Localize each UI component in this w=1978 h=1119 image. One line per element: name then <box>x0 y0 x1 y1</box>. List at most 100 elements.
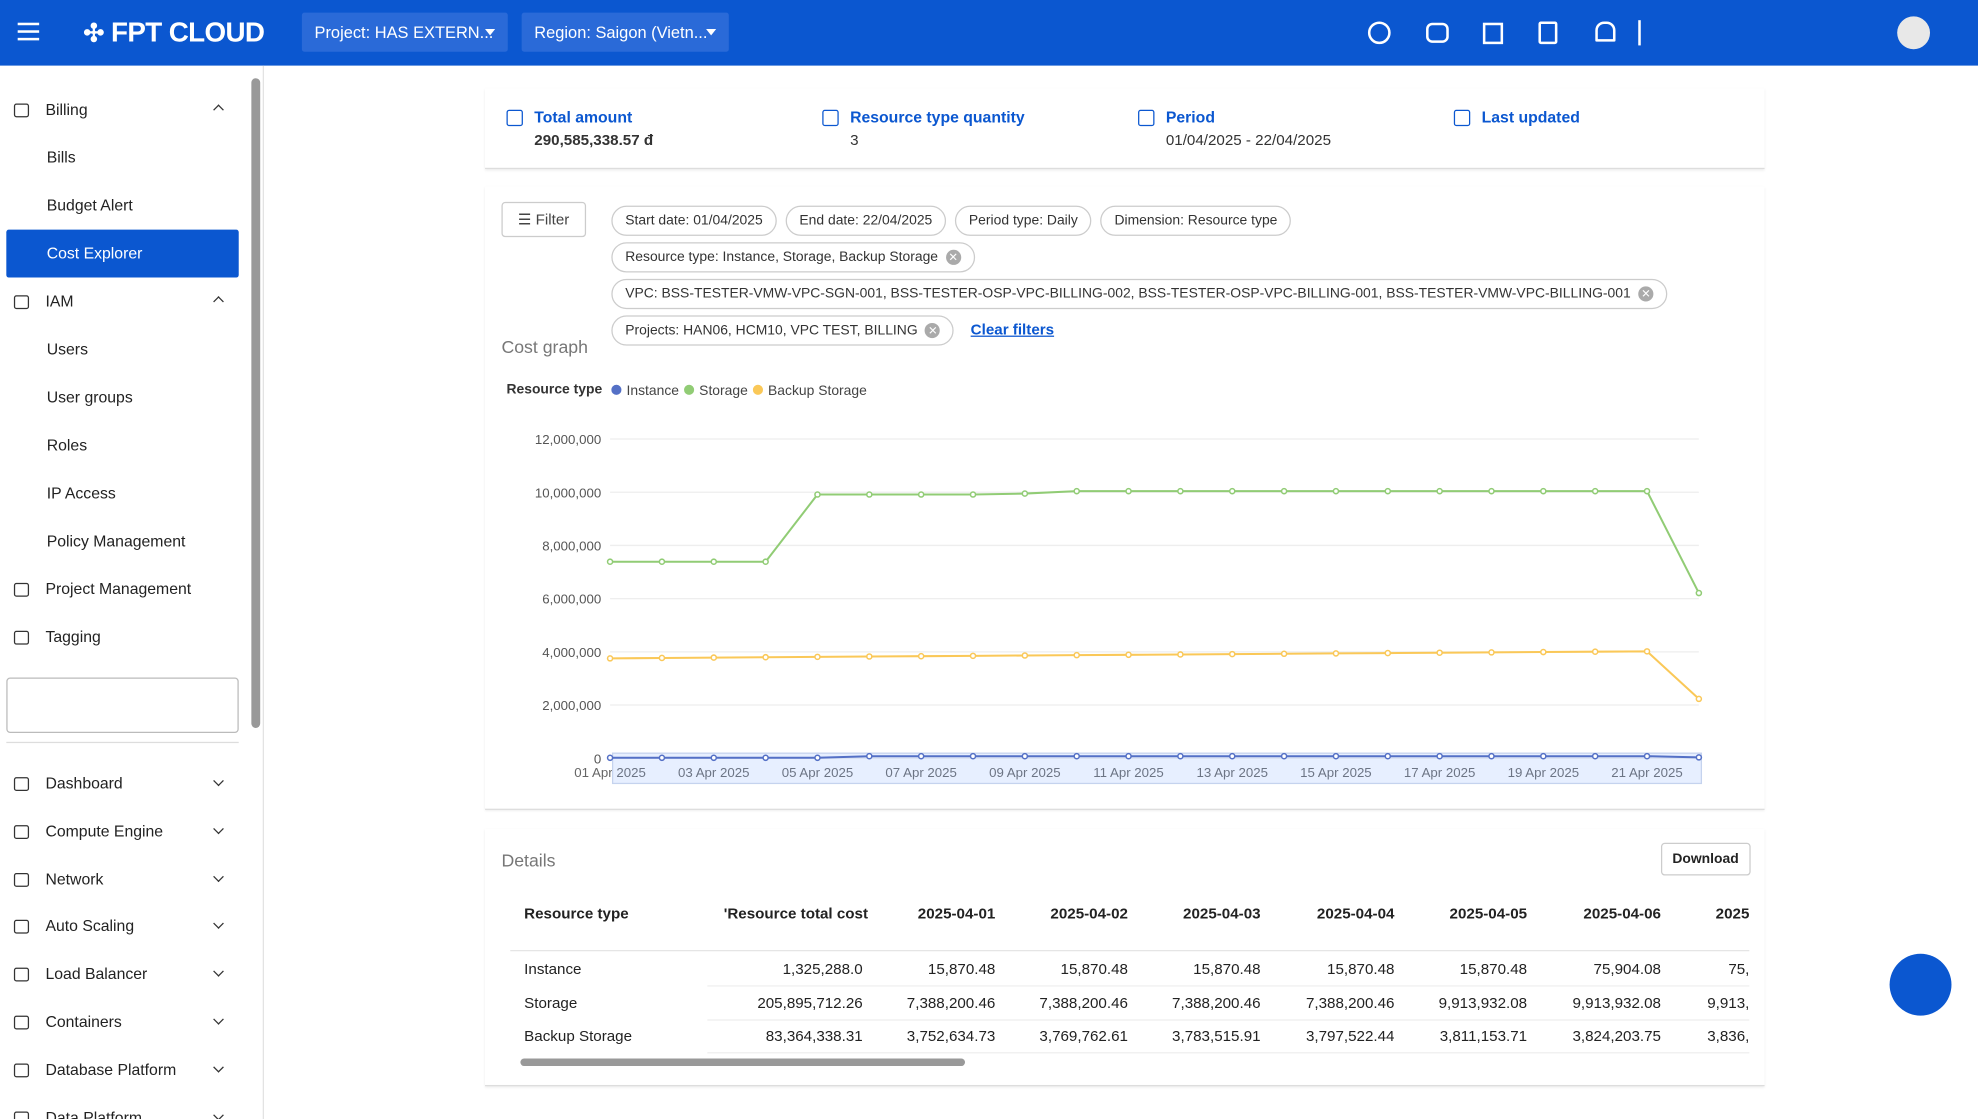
nav-service[interactable]: Auto Scaling <box>45 917 135 936</box>
clear-filters[interactable]: Clear filters <box>970 320 1055 339</box>
menu-icon[interactable] <box>17 22 40 26</box>
summary-value: 290,585,338.57 đ <box>534 131 654 149</box>
chevron <box>213 1061 224 1073</box>
nav-service[interactable]: Data Platform <box>45 1108 143 1119</box>
nav-item[interactable]: Bills <box>46 148 76 167</box>
chip-text: Projects: HAN06, HCM10, VPC TEST, BILLIN… <box>625 322 918 339</box>
nav-service[interactable]: Network <box>45 869 104 888</box>
chip-remove[interactable]: ✕ <box>945 249 961 265</box>
summary-icon <box>506 109 523 127</box>
download-button[interactable]: Download <box>1660 842 1751 876</box>
nav-item[interactable]: Budget Alert <box>46 196 133 215</box>
filter-label: Filter <box>535 210 570 229</box>
column-header: 'Resource total cost <box>723 904 869 923</box>
table-cell: 7,388,200.46 <box>1305 994 1395 1012</box>
nav-link[interactable]: Tagging <box>45 628 101 646</box>
support-icon[interactable] <box>1426 22 1449 43</box>
filter-button[interactable]: ☰ Filter <box>501 201 586 238</box>
filter-chip[interactable]: VPC: BSS-TESTER-VMW-VPC-SGN-001, BSS-TES… <box>611 278 1668 310</box>
filter-chip[interactable]: Start date: 01/04/2025 <box>611 205 777 236</box>
nav-service[interactable]: Database Platform <box>45 1060 177 1079</box>
column-header: 2025-04-01 <box>917 904 996 923</box>
sidebar: Billing Bills Budget Alert Cost Explorer IAM… <box>0 65 264 1119</box>
chevron <box>213 1109 224 1119</box>
chevron <box>213 918 224 930</box>
nav-icon <box>13 777 30 792</box>
chip-text: Resource type: Instance, Storage, Backup… <box>625 249 939 265</box>
summary-card <box>485 88 1765 170</box>
filter-chip[interactable]: Period type: Daily <box>955 205 1092 236</box>
table-cell: 9,913, <box>1707 994 1750 1012</box>
chip-text: Dimension: Resource type <box>1114 213 1278 229</box>
summary-icon <box>1453 109 1471 127</box>
scrollbar[interactable] <box>251 78 261 728</box>
nav-icon <box>13 824 30 839</box>
table-cell: 3,797,522.44 <box>1305 1026 1395 1045</box>
filter-chips: Start date: 01/04/2025 End date: 22/04/20… <box>611 205 1668 352</box>
section-title: Details <box>501 850 556 871</box>
top-bar: ✣ FPT CLOUD Project: HAS EXTERN... Regio… <box>0 0 1978 66</box>
table-cell: 3,783,515.91 <box>1172 1026 1261 1045</box>
nav-group-title[interactable]: Billing <box>45 100 88 119</box>
chart-card: ☰ Filter Start date: 01/04/2025 End date:… <box>485 187 1765 810</box>
key-icon[interactable] <box>1367 21 1391 45</box>
summary-label: Last updated <box>1481 108 1580 127</box>
table-cell: 83,364,338.31 <box>765 1026 863 1045</box>
column-header: 2025-04-02 <box>1050 904 1128 923</box>
nav-item[interactable]: IP Access <box>46 484 116 503</box>
filter-chip[interactable]: Dimension: Resource type <box>1100 205 1292 236</box>
table-cell: 3,769,762.61 <box>1039 1026 1128 1045</box>
table-cell: 15,870.48 <box>1459 960 1528 978</box>
table-cell: 1,325,288.0 <box>782 960 863 978</box>
table-cell: 75, <box>1728 960 1750 978</box>
nav-item[interactable]: Cost Explorer <box>46 244 143 263</box>
chip-text: Start date: 01/04/2025 <box>625 213 763 229</box>
nav-item[interactable]: Roles <box>46 436 88 455</box>
region-select[interactable]: Region: Saigon (Vietn... <box>521 12 729 52</box>
h-scrollbar[interactable] <box>520 1058 966 1067</box>
section-title: Cost graph <box>501 336 588 358</box>
avatar[interactable] <box>1897 16 1931 50</box>
column-header: Resource type <box>524 904 629 923</box>
chip-text: Period type: Daily <box>968 213 1078 229</box>
summary-value: 3 <box>850 131 859 149</box>
logo[interactable]: ✣ FPT CLOUD <box>83 16 265 48</box>
row-rule <box>707 985 1750 987</box>
nav-service[interactable]: Compute Engine <box>45 822 164 840</box>
chevron <box>213 104 224 116</box>
nav-item[interactable]: User groups <box>46 388 133 407</box>
nav-link[interactable]: Project Management <box>45 580 192 598</box>
header-rule <box>510 949 1750 952</box>
table-cell: 3,811,153.71 <box>1439 1026 1528 1045</box>
separator <box>6 741 239 744</box>
table-cell: Instance <box>524 960 582 978</box>
chip-remove[interactable]: ✕ <box>1638 286 1654 302</box>
nav-icon <box>13 967 30 982</box>
nav-item[interactable]: Policy Management <box>46 532 186 551</box>
table-cell: 7,388,200.46 <box>906 994 996 1012</box>
nav-icon <box>13 1110 30 1119</box>
doc-icon[interactable] <box>1538 21 1558 45</box>
announce-button[interactable] <box>1889 953 1952 1016</box>
nav-service[interactable]: Load Balancer <box>45 965 148 984</box>
column-header: 2025 <box>1715 904 1750 923</box>
nav-item[interactable]: Users <box>46 340 88 359</box>
nav-icon <box>13 1063 30 1078</box>
filter-chip[interactable]: Projects: HAN06, HCM10, VPC TEST, BILLIN… <box>611 315 955 346</box>
select-box[interactable] <box>6 677 239 733</box>
chip-remove[interactable]: ✕ <box>925 322 941 339</box>
table-cell: 3,836, <box>1707 1026 1750 1045</box>
filter-chip[interactable]: Resource type: Instance, Storage, Backup… <box>611 242 975 273</box>
project-select[interactable]: Project: HAS EXTERN... <box>301 12 508 52</box>
nav-service[interactable]: Containers <box>45 1013 122 1031</box>
bell-icon[interactable] <box>1595 21 1616 42</box>
table-cell: 15,870.48 <box>1327 960 1395 978</box>
table-cell: 15,870.48 <box>1060 960 1128 978</box>
chevron <box>213 296 224 307</box>
nav-group-title[interactable]: IAM <box>45 292 74 311</box>
column-header: 2025-04-05 <box>1449 904 1528 923</box>
nav-service[interactable]: Dashboard <box>45 774 123 793</box>
filter-chip[interactable]: End date: 22/04/2025 <box>785 205 947 236</box>
gift-icon[interactable] <box>1482 22 1504 45</box>
details-table: Resource type 'Resource total cost 2025-04… <box>485 829 1750 1085</box>
